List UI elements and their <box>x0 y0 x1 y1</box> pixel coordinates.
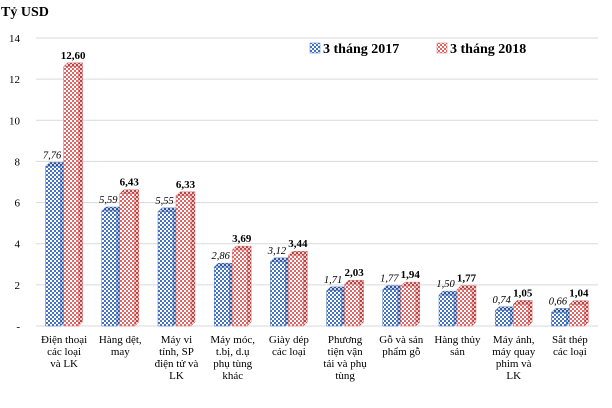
y-axis: - 2 4 6 8 10 12 14 <box>9 33 21 333</box>
data-label-2017: 0,74 <box>493 295 512 306</box>
data-labels: 7,76 12,60 5,596,43 5,556,33 2,863,69 3,123,4… <box>43 50 589 308</box>
category-label-line: LK <box>169 370 184 382</box>
bar-2017 <box>494 306 515 327</box>
category-label-line: tải và phụ <box>323 358 367 370</box>
bar-2018 <box>287 250 308 327</box>
y-tick-label: 2 <box>15 280 21 292</box>
y-tick-label: 14 <box>9 33 21 45</box>
data-label-2018: 1,05 <box>513 287 533 299</box>
data-label-2017: 1,77 <box>380 274 399 285</box>
category-label-line: Máy vi <box>161 334 192 346</box>
category-label: Sắt thép các loại <box>552 334 588 358</box>
y-tick-label: 8 <box>15 156 21 168</box>
data-label-2017: 1,50 <box>436 279 455 290</box>
legend-label-2017: 3 tháng 2017 <box>323 42 399 57</box>
data-label-2017: 7,76 <box>43 150 62 161</box>
category-label-line: máy quay <box>492 346 536 358</box>
bar-2017 <box>269 257 290 327</box>
category-label-line: các loại <box>553 346 587 358</box>
category-label-line: các loại <box>47 346 81 358</box>
category-label-line: may <box>111 346 130 358</box>
category-label: Giày dép các loại <box>269 334 310 358</box>
category-label-line: khác <box>222 370 243 382</box>
data-label-2018: 1,94 <box>401 269 421 281</box>
category-label-line: Máy ảnh, <box>493 334 535 346</box>
category-label-line: Phương <box>328 334 363 346</box>
data-label-2018: 3,44 <box>288 238 308 250</box>
y-tick-label: 10 <box>9 115 21 127</box>
category-label-line: Gỗ và sản <box>379 334 423 346</box>
category-label: Máy vi tính, SP điện tử và LK <box>155 334 199 382</box>
data-label-2017: 5,59 <box>99 195 118 206</box>
category-label-line: t.bị, d.ụ <box>216 346 250 358</box>
legend-swatch-2017 <box>309 42 321 54</box>
bar-2018 <box>175 191 196 327</box>
category-label: Máy ảnh, máy quay phim và LK <box>492 334 536 382</box>
category-label-line: sản <box>450 346 465 358</box>
y-axis-title: Tỷ USD <box>1 5 49 20</box>
bar-2017 <box>101 206 122 327</box>
bar-2018 <box>119 189 140 327</box>
bar-2017 <box>213 262 234 327</box>
legend-swatch-2018 <box>436 42 448 54</box>
bar-2018 <box>400 281 421 327</box>
data-label-2018: 6,33 <box>176 179 196 191</box>
category-label-line: điện tử và <box>155 358 199 370</box>
y-tick-label: 4 <box>15 239 21 251</box>
category-label-line: tính, SP <box>159 346 194 358</box>
category-label: Hàng thủy sản <box>434 334 481 358</box>
bar-2018 <box>344 279 365 327</box>
data-label-2018: 12,60 <box>61 50 86 62</box>
bar-2018 <box>568 300 589 327</box>
data-label-2018: 1,04 <box>569 288 589 300</box>
bar-2018 <box>456 285 477 327</box>
category-label: Điện thoại các loại và LK <box>41 334 87 370</box>
data-label-2017: 1,71 <box>324 275 342 286</box>
category-label: Gỗ và sản phẩm gỗ <box>379 334 423 358</box>
data-label-2018: 2,03 <box>344 267 364 279</box>
category-label-line: phim và <box>496 358 532 370</box>
y-tick-label: 6 <box>15 198 21 210</box>
bar-2017 <box>550 307 571 327</box>
data-label-2017: 0,66 <box>549 296 568 307</box>
bar-2017 <box>326 286 347 327</box>
category-label-line: tiện vận <box>328 346 364 358</box>
bar-2017 <box>382 285 403 327</box>
bar-2017 <box>45 161 66 327</box>
bar-2018 <box>63 62 84 327</box>
category-label-line: và LK <box>50 358 78 370</box>
data-label-2018: 1,77 <box>457 273 477 285</box>
y-tick-label: - <box>16 321 20 333</box>
bar-2017 <box>438 290 459 327</box>
data-label-2017: 2,86 <box>212 251 231 262</box>
legend-label-2018: 3 tháng 2018 <box>450 42 526 57</box>
bars <box>45 62 589 327</box>
legend: 3 tháng 2017 3 tháng 2018 <box>309 42 526 57</box>
category-label-line: Điện thoại <box>41 334 87 346</box>
data-label-2017: 5,55 <box>155 196 173 207</box>
bar-2017 <box>157 207 178 327</box>
data-label-2017: 3,12 <box>267 246 287 257</box>
bar-2018 <box>231 245 252 327</box>
category-label: Hàng dệt, may <box>99 334 142 358</box>
category-label-line: phụ tùng <box>213 358 252 370</box>
category-label-line: LK <box>506 370 521 382</box>
category-label-line: Máy móc, <box>210 334 255 346</box>
category-label-line: Hàng thủy <box>434 334 481 346</box>
category-label-line: phẩm gỗ <box>382 346 421 358</box>
category-label-line: Hàng dệt, <box>99 334 142 346</box>
bar-2018 <box>512 299 533 327</box>
category-label-line: Sắt thép <box>552 334 588 346</box>
category-label-line: các loại <box>272 346 306 358</box>
category-label-line: tùng <box>335 370 355 382</box>
category-label: Phương tiện vận tải và phụ tùng <box>323 334 367 382</box>
category-label-line: Giày dép <box>269 334 310 346</box>
y-tick-label: 12 <box>9 74 20 86</box>
category-label: Máy móc, t.bị, d.ụ phụ tùng khác <box>210 334 255 382</box>
data-label-2018: 6,43 <box>120 177 140 189</box>
data-label-2018: 3,69 <box>232 233 252 245</box>
